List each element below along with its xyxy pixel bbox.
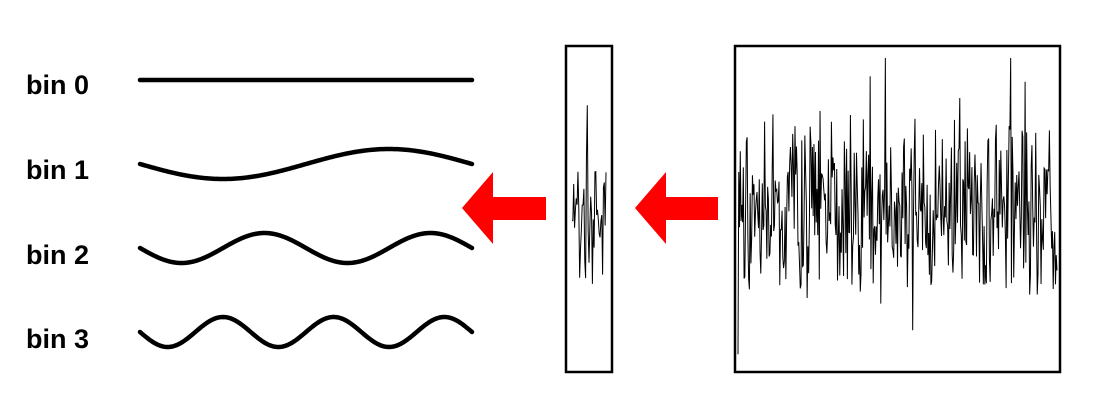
- bin-1-wave: [137, 146, 475, 182]
- window-segment-panel: [564, 44, 614, 374]
- left-arrow-icon: [462, 172, 546, 244]
- window-signal-trace: [571, 105, 607, 284]
- bin-2-wave: [137, 230, 475, 266]
- bin-0-label: bin 0: [26, 70, 89, 100]
- noise-signal-trace: [737, 57, 1058, 355]
- bin-3-label: bin 3: [26, 324, 89, 354]
- bin-2-label: bin 2: [26, 240, 89, 270]
- bin-1-label: bin 1: [26, 155, 89, 185]
- bin-3-wave: [137, 314, 475, 350]
- noise-signal-panel: [733, 44, 1062, 374]
- left-arrow-icon: [635, 172, 718, 244]
